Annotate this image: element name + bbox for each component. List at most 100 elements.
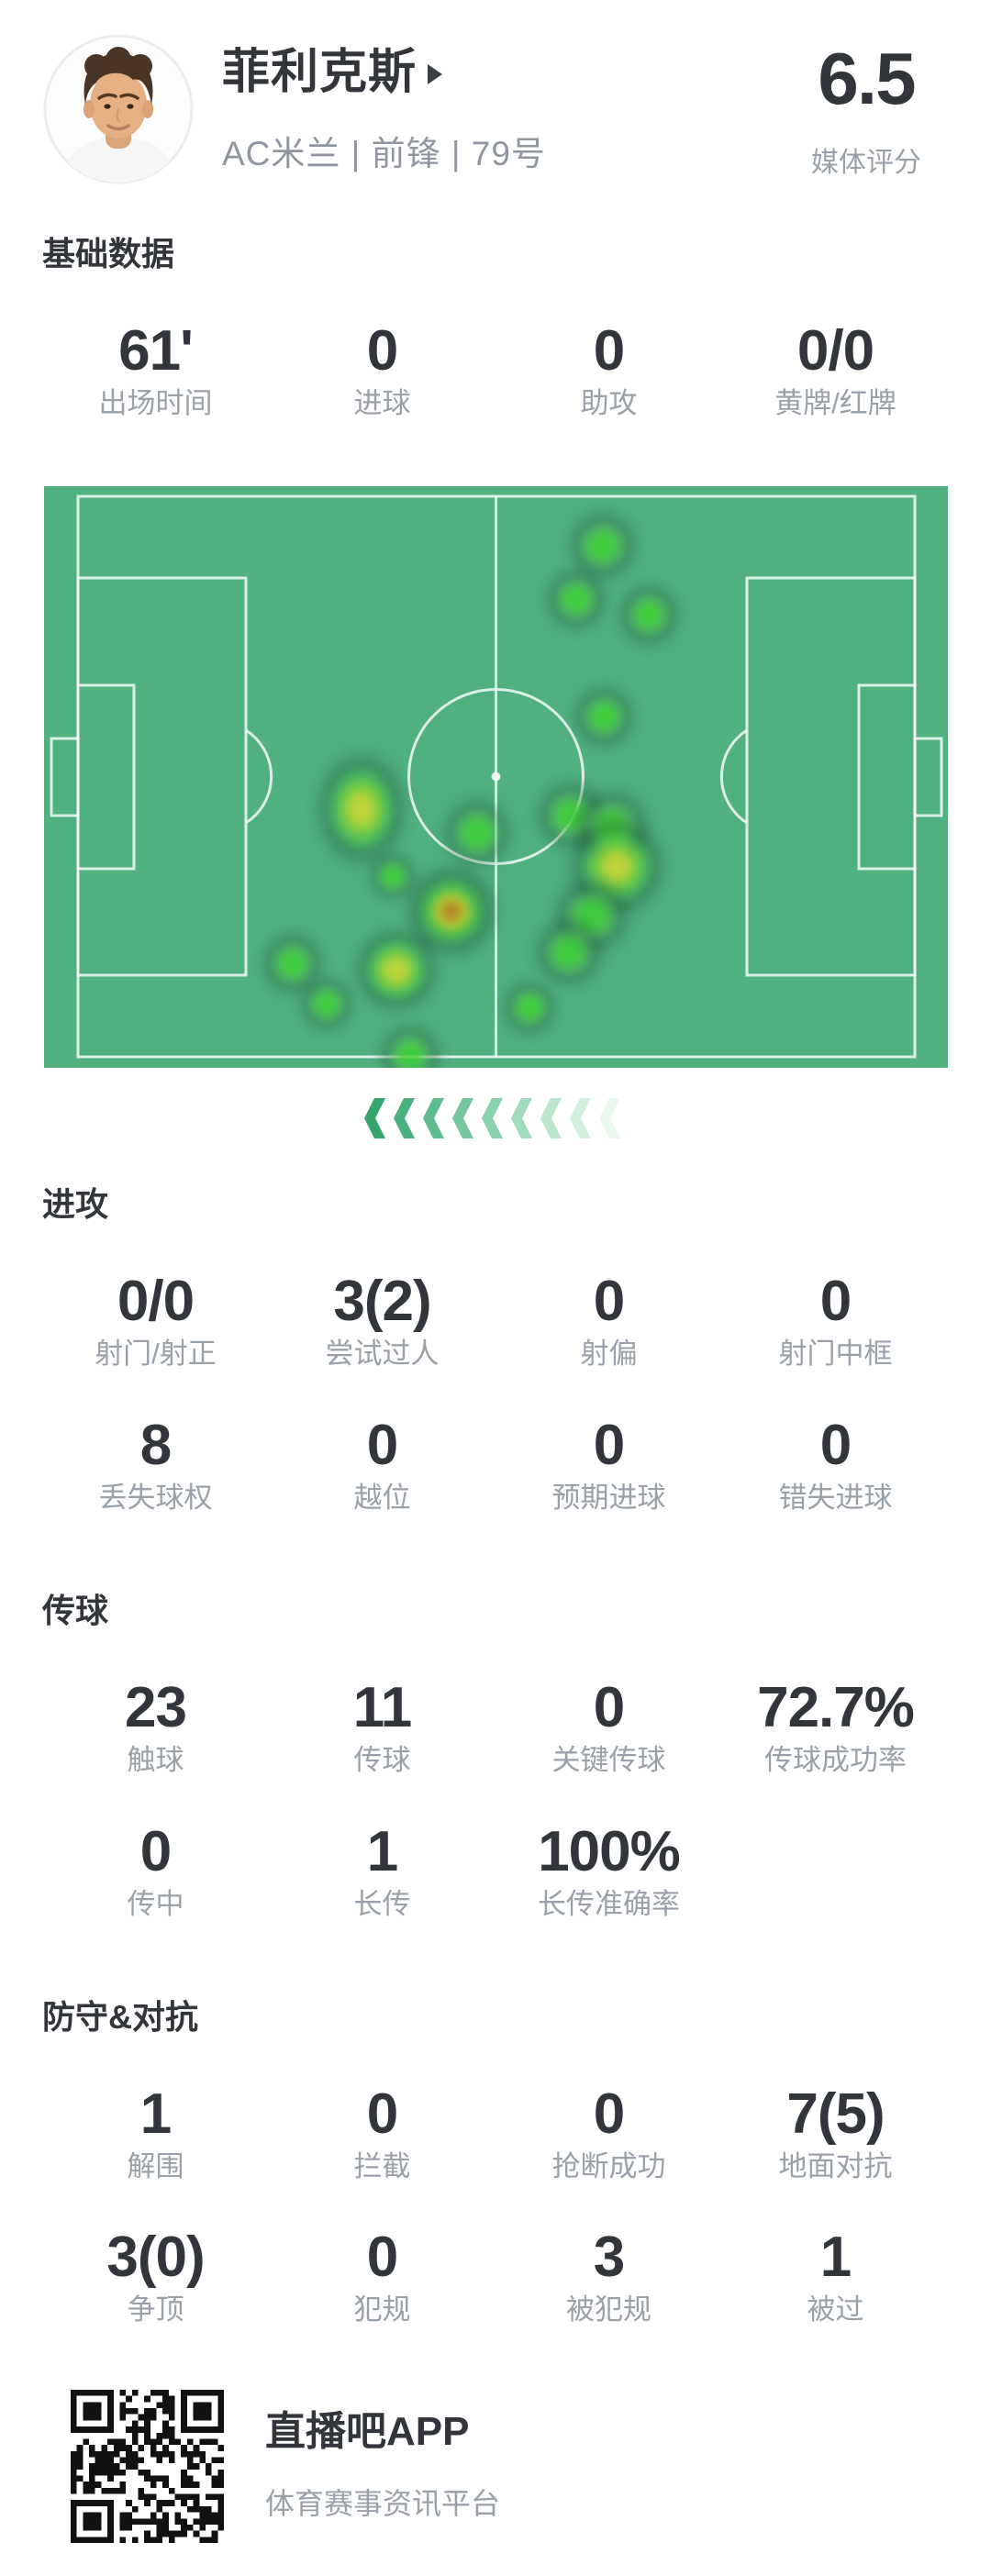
heat-spot [608,575,689,655]
player-name: 菲利克斯 [222,46,418,99]
stat-cell: 0 抢断成功 [496,2082,722,2182]
stat-value: 0 [366,2226,398,2290]
stat-label: 触球 [127,1744,184,1777]
stat-cell: 0 助攻 [496,318,722,419]
stat-label: 传中 [127,1887,184,1920]
stat-value: 0 [593,2082,625,2146]
stat-row: 0/0 射门/射正 3(2) 尝试过人 0 射偏 0 射门中框 [42,1273,949,1370]
stat-row: 8 丢失球权 0 越位 0 预期进球 0 错失进球 [42,1413,949,1514]
stat-label: 尝试过人 [325,1338,440,1371]
stat-value: 3 [593,2226,625,2290]
player-meta: AC米兰 | 前锋 | 79号 [222,134,546,172]
stat-cell: 3(2) 尝试过人 [269,1273,496,1370]
player-name-link[interactable]: 菲利克斯 [222,48,784,98]
stat-cell: 23 触球 [42,1680,269,1776]
heat-spot [536,560,617,639]
stat-label: 关键传球 [551,1744,666,1777]
section-title: 基础数据 [42,235,175,272]
heat-spot [370,1016,451,1069]
qr-code [71,2390,224,2544]
stat-value: 3(0) [106,2226,205,2290]
stat-label: 丢失球权 [98,1481,213,1514]
pitch-heatmap [44,486,948,1069]
stat-label: 预期进球 [551,1481,666,1514]
stat-value: 11 [352,1676,413,1740]
stat-cell: 3 被犯规 [496,2229,722,2326]
heat-spot [291,968,362,1039]
section-title: 防守&对抗 [42,1998,198,2037]
stat-row: 3(0) 争顶 0 犯规 3 被犯规 1 被过 [42,2229,949,2326]
stat-label: 解围 [127,2149,184,2182]
stat-value: 1 [366,1819,398,1883]
stat-cell: 100% 长传准确率 [496,1819,722,1920]
section-title: 传球 [42,1592,109,1630]
stat-value: 1 [819,2226,852,2290]
rating-label: 媒体评分 [811,148,921,178]
player-avatar-image [43,34,194,184]
stat-cell: 1 长传 [269,1819,496,1920]
stat-cell: 1 解围 [42,2085,269,2182]
stat-cell: 7(5) 地面对抗 [722,2085,949,2182]
stat-row: 61' 出场时间 0 进球 0 助攻 0/0 黄牌/红牌 [42,318,949,419]
direction-chevrons-icon [364,1098,620,1139]
rating-box: 6.5 媒体评分 [784,33,949,180]
stat-value: 8 [139,1413,172,1477]
stat-value: 0 [593,318,625,383]
stat-label: 黄牌/红牌 [774,386,896,419]
stat-value: 0 [593,1413,625,1477]
stat-label: 射偏 [580,1338,638,1371]
stat-cell: 0 进球 [269,318,496,419]
stat-label: 犯规 [353,2293,411,2326]
stat-value: 0 [366,318,398,383]
stat-value: 61' [118,318,194,383]
stat-label: 射门中框 [778,1338,893,1371]
stat-cell: 0 越位 [269,1416,496,1514]
stat-label: 抢断成功 [551,2149,666,2182]
section-attack: 进攻 0/0 射门/射正 3(2) 尝试过人 0 射偏 0 射门中框 8 丢失球权 0 越位 0 预期进球 0… [42,1187,949,1513]
player-detail-arrow-icon [428,64,443,85]
stat-label: 长传 [353,1887,411,1920]
player-header: 菲利克斯 AC米兰 | 前锋 | 79号 6.5 媒体评分 [0,0,991,185]
stat-cell: 72.7% 传球成功率 [722,1680,949,1776]
section-title: 进攻 [42,1185,109,1224]
stat-row: 0 传中 1 长传 100% 长传准确率 [42,1819,949,1920]
player-avatar [42,33,195,185]
stat-value: 100% [538,1819,681,1883]
section-basic-data: 基础数据 61' 出场时间 0 进球 0 助攻 0/0 黄牌/红牌 [42,237,949,418]
stat-label: 越位 [353,1481,411,1514]
heat-spot [362,845,424,907]
stat-row: 1 解围 0 拦截 0 抢断成功 7(5) 地面对抗 [42,2082,949,2182]
stat-label: 长传准确率 [538,1887,680,1920]
stat-value: 0 [139,1819,172,1883]
stat-value: 23 [125,1676,187,1740]
heatmap-layer [44,486,948,1069]
player-info: 菲利克斯 AC米兰 | 前锋 | 79号 [222,33,784,175]
stat-cell: 3(0) 争顶 [42,2229,269,2326]
stat-label: 错失进球 [778,1481,893,1514]
stat-cell: 8 丢失球权 [42,1413,269,1514]
stat-value: 0 [366,2082,398,2146]
stat-cell: 0 射偏 [496,1273,722,1370]
stat-value: 3(2) [333,1270,431,1334]
stat-value: 72.7% [757,1676,915,1740]
app-slogan: 体育赛事资讯平台 [265,2487,501,2521]
section-passing: 传球 23 触球 11 传球 0 关键传球 72.7% 传球成功率 0 传中 1 长传 100% 长传准确率 [42,1593,949,1919]
heat-spot [563,677,644,757]
stat-cell: 0 关键传球 [496,1680,722,1776]
section-defense: 防守&对抗 1 解围 0 拦截 0 抢断成功 7(5) 地面对抗 3(0) 争顶 0 犯规 3 被犯规 1 被过 [42,2000,949,2326]
stat-label: 助攻 [580,386,638,419]
stat-label: 地面对抗 [778,2149,893,2182]
stat-cell: 61' 出场时间 [42,318,269,419]
stat-value: 0 [593,1676,625,1740]
rating-value: 6.5 [818,38,916,119]
stat-label: 传球成功率 [764,1744,907,1777]
stat-label: 射门/射正 [95,1338,217,1371]
stat-label: 传球 [353,1744,411,1777]
stat-cell: 1 被过 [722,2229,949,2326]
stat-value: 0 [819,1413,852,1477]
stat-cell: 0/0 黄牌/红牌 [722,322,949,419]
stat-value: 0 [819,1270,852,1334]
stat-cell: 0 射门中框 [722,1273,949,1370]
stat-cell: 0 犯规 [269,2229,496,2326]
